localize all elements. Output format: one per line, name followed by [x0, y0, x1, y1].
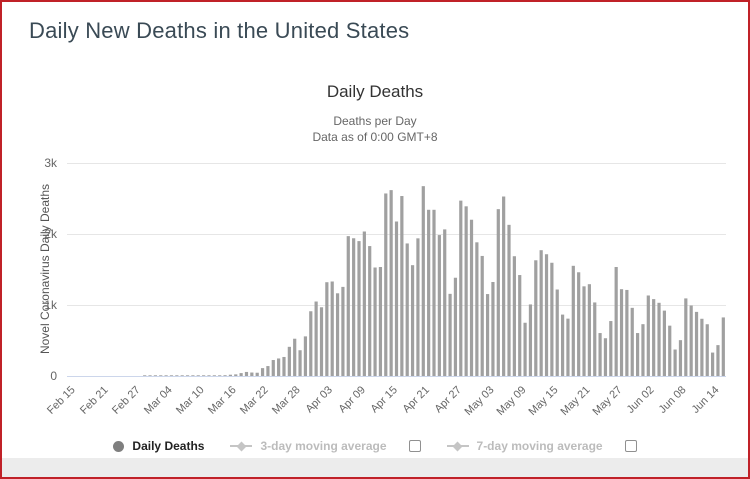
legend-label-7day-avg: 7-day moving average	[476, 439, 603, 453]
chart-subtitle: Deaths per Day Data as of 0:00 GMT+8	[2, 113, 748, 145]
x-tick-label: Mar 04	[141, 384, 175, 417]
legend-item-daily-deaths[interactable]: Daily Deaths	[113, 439, 204, 453]
x-tick-label: Apr 15	[368, 384, 400, 416]
y-tick-label: 3k	[44, 156, 57, 170]
x-tick-label: May 15	[526, 384, 561, 418]
chart-legend: Daily Deaths 3-day moving average 7-day …	[2, 435, 748, 457]
checkbox-7day-avg[interactable]	[624, 440, 637, 452]
diamond-line-marker-icon	[230, 441, 253, 452]
legend-item-3day-avg[interactable]: 3-day moving average	[230, 439, 421, 453]
checkbox-3day-avg[interactable]	[408, 440, 421, 452]
x-tick-label: Feb 27	[109, 384, 143, 417]
x-tick-label: May 09	[494, 384, 529, 418]
y-tick-label: 2k	[44, 227, 57, 241]
x-tick-label: Feb 15	[45, 384, 79, 417]
x-tick-label: Apr 27	[432, 384, 464, 416]
page-title: Daily New Deaths in the United States	[29, 18, 410, 43]
chart-subtitle-line1: Deaths per Day	[333, 114, 417, 128]
x-tick-label: Mar 16	[206, 384, 239, 417]
x-tick-label: Jun 14	[689, 384, 722, 416]
x-tick-label: May 27	[590, 384, 625, 418]
x-tick-label: Jun 02	[624, 384, 657, 416]
y-axis-title: Novel Coronavirus Daily Deaths	[38, 183, 52, 355]
x-tick-label: May 21	[558, 384, 593, 418]
x-tick-label: Jun 08	[657, 384, 689, 416]
legend-label-3day-avg: 3-day moving average	[260, 439, 387, 453]
chart-title: Daily Deaths	[326, 82, 424, 101]
x-tick-label: Feb 21	[77, 384, 111, 417]
y-tick-label: 1k	[44, 298, 57, 312]
deaths-bar-series[interactable]	[67, 163, 726, 376]
x-tick-label: Mar 10	[174, 384, 207, 417]
x-tick-label: Mar 22	[238, 384, 272, 417]
circle-marker-icon	[113, 440, 125, 452]
x-tick-label: Apr 03	[303, 384, 336, 416]
x-tick-label: Apr 09	[336, 384, 368, 416]
x-tick-label: May 03	[462, 384, 497, 418]
x-tick-label: Mar 28	[270, 384, 304, 417]
footer-band	[2, 458, 748, 477]
plot-area[interactable]	[67, 163, 726, 377]
legend-label-daily-deaths: Daily Deaths	[132, 439, 205, 453]
x-tick-label: Apr 21	[400, 384, 432, 416]
chart-subtitle-line2: Data as of 0:00 GMT+8	[312, 130, 438, 144]
legend-item-7day-avg[interactable]: 7-day moving average	[446, 439, 637, 453]
diamond-line-marker-icon	[446, 441, 469, 452]
y-tick-label: 0	[50, 369, 57, 383]
